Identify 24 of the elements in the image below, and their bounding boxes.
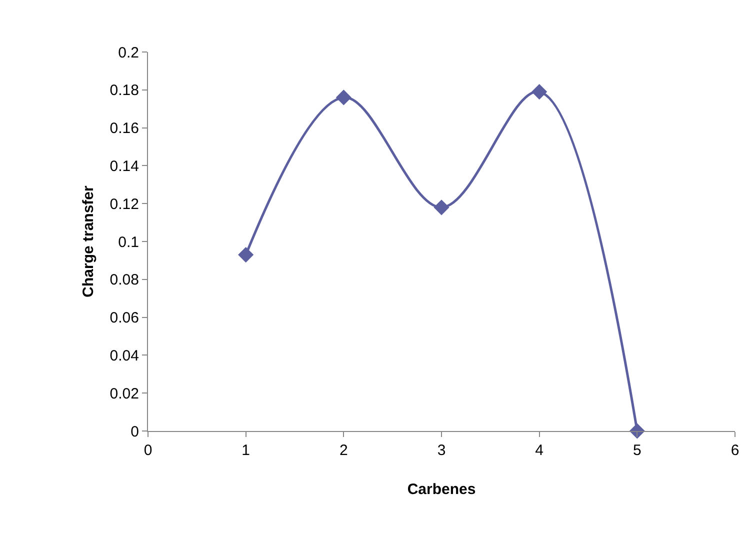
y-tick-label: 0.02 — [110, 385, 139, 402]
y-tick-label: 0.04 — [110, 347, 139, 364]
y-tick-label: 0.14 — [110, 158, 139, 175]
x-tick-label: 1 — [242, 442, 250, 459]
point — [238, 246, 254, 263]
y-tick-label: 0.2 — [118, 44, 139, 62]
y-tick-label: 0.08 — [110, 272, 139, 289]
x-tick-label: 2 — [340, 442, 348, 459]
y-axis-title: Charge transfer — [80, 185, 98, 298]
x-axis-title: Carbenes — [407, 481, 476, 498]
x-tick-label: 5 — [633, 442, 642, 459]
point — [336, 90, 352, 106]
y-tick-label: 0.12 — [110, 196, 139, 213]
x-tick-label: 3 — [437, 442, 446, 459]
x-tick-label: 4 — [535, 442, 544, 459]
point — [532, 84, 548, 100]
y-tick-label: 0.18 — [110, 82, 139, 100]
point — [434, 200, 450, 216]
x-tick-label: 0 — [144, 442, 152, 459]
y-tick-label: 0.1 — [118, 234, 139, 251]
y-tick-label: 0.16 — [110, 120, 139, 138]
y-tick-label: 0.06 — [110, 310, 139, 327]
x-tick-label: 6 — [730, 442, 740, 459]
y-tick-label: 0 — [130, 423, 139, 440]
